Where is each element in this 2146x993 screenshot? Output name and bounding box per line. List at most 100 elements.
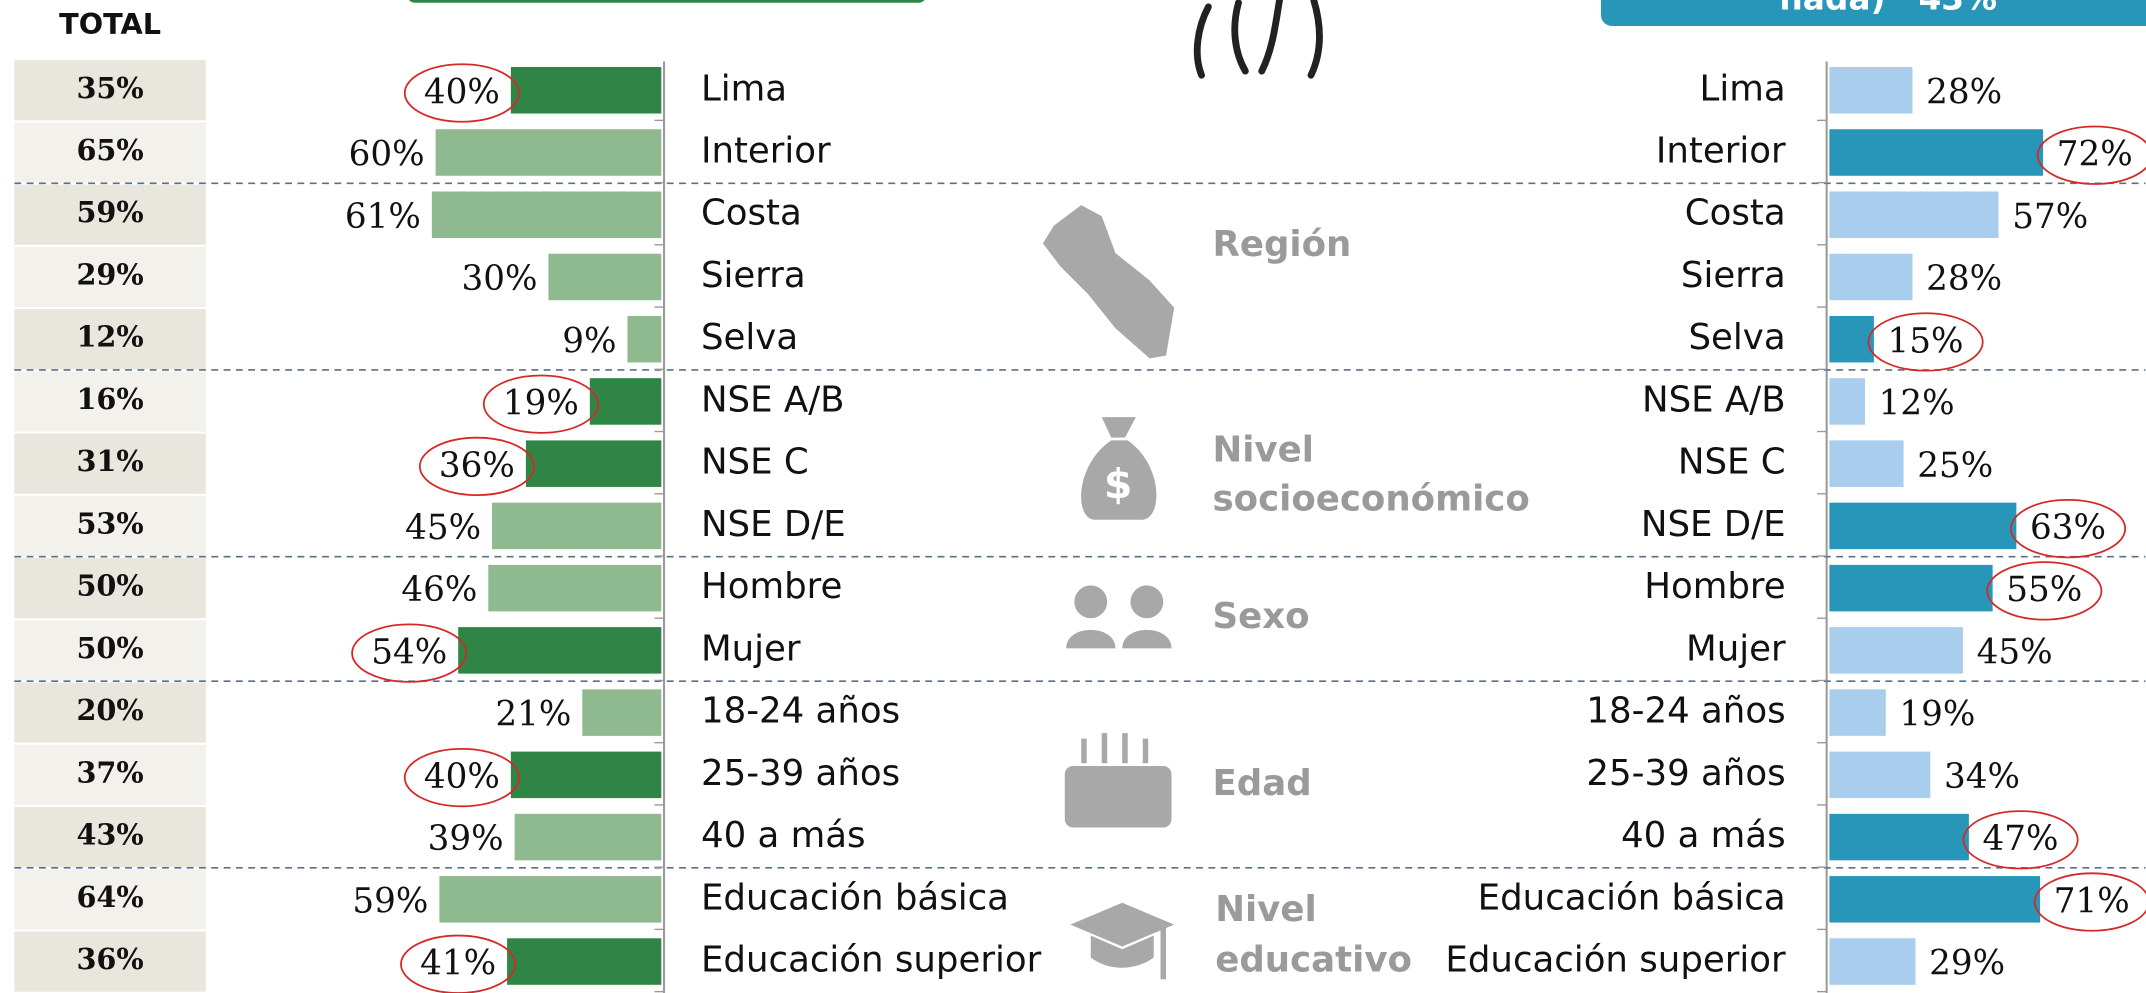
value-label: 15% [1888, 321, 1964, 361]
category-label: 40 a más [1621, 815, 1786, 856]
highlight-circle [2010, 499, 2127, 559]
category-label: NSE C [1678, 442, 1786, 483]
value-label: 19% [1899, 695, 1975, 735]
bar [1829, 129, 2044, 176]
bar [492, 502, 662, 550]
category-label: Educación superior [701, 940, 1042, 981]
total-value: 53% [76, 506, 143, 540]
total-value: 29% [76, 257, 143, 291]
bar [1829, 191, 1999, 238]
bar [507, 938, 662, 985]
value-label: 54% [371, 632, 447, 672]
highlight-circle [1986, 561, 2103, 621]
category-label: NSE D/E [701, 504, 846, 545]
highlight-circle [351, 623, 468, 683]
highlight-circle [1867, 312, 1984, 372]
cake-icon [1064, 733, 1172, 828]
bar [488, 564, 662, 612]
total-value: 64% [76, 880, 143, 914]
top-left-banner [408, 0, 925, 3]
group-label: Sexo [1213, 596, 1310, 637]
people-icon [1066, 585, 1172, 649]
total-value: 50% [76, 631, 143, 665]
bar [582, 689, 662, 736]
category-label: Hombre [1644, 566, 1785, 607]
category-label: Selva [701, 317, 798, 358]
bar [458, 627, 662, 674]
value-label: 55% [2006, 570, 2082, 610]
total-header: TOTAL [59, 7, 161, 41]
group-label: Edad [1213, 763, 1312, 804]
total-cell [14, 495, 206, 556]
bar [525, 440, 662, 487]
cap-icon [1070, 902, 1175, 980]
category-label: 40 a más [701, 815, 866, 856]
value-label: 45% [405, 508, 481, 548]
bar [435, 129, 662, 176]
value-label: 21% [495, 695, 571, 735]
value-label: 28% [1926, 72, 2002, 112]
svg-text:$: $ [1104, 460, 1133, 508]
top-right-banner [1600, 0, 2146, 26]
category-label: 25-39 años [701, 753, 900, 794]
total-value: 50% [76, 569, 143, 603]
value-label: 9% [562, 321, 616, 361]
bar [439, 876, 662, 923]
bar [1829, 67, 1913, 114]
total-value: 37% [76, 755, 143, 789]
value-label: 41% [420, 944, 496, 984]
total-cell [14, 682, 206, 743]
total-value: 65% [76, 133, 143, 167]
bar [589, 378, 662, 425]
category-label: NSE C [701, 442, 809, 483]
category-label: 18-24 años [701, 691, 900, 732]
value-label: 36% [439, 446, 515, 486]
category-label: Interior [701, 131, 831, 172]
bar [510, 67, 662, 114]
bar [431, 191, 662, 238]
value-label: 40% [424, 72, 500, 112]
total-cell [14, 744, 206, 805]
category-label: Costa [1685, 193, 1786, 234]
group-label: Nivel [1215, 889, 1316, 930]
total-value: 12% [76, 320, 143, 354]
value-label: 46% [401, 570, 477, 610]
total-value: 31% [76, 444, 143, 478]
top-icon [1193, 0, 1323, 79]
bar [1829, 315, 1874, 363]
bar [1829, 502, 2017, 550]
category-label: 25-39 años [1586, 753, 1785, 794]
value-label: 29% [1929, 944, 2005, 984]
bar [1829, 378, 1865, 425]
money-icon: $ [1081, 417, 1157, 520]
total-cell [14, 931, 206, 992]
total-value: 43% [76, 818, 143, 852]
total-cell [14, 309, 206, 370]
group-label: Región [1213, 224, 1352, 265]
bar [1829, 689, 1886, 736]
value-label: 28% [1926, 259, 2002, 299]
value-label: 63% [2030, 508, 2106, 548]
category-label: Mujer [1686, 628, 1786, 669]
bar [627, 315, 662, 363]
total-cell [14, 806, 206, 868]
category-label: Educación básica [701, 877, 1009, 918]
bar [1829, 564, 1993, 612]
total-value: 35% [76, 71, 143, 105]
category-label: NSE A/B [1642, 379, 1786, 420]
value-label: 60% [349, 135, 425, 175]
total-value: 59% [76, 195, 143, 229]
value-label: 61% [345, 197, 421, 237]
bar [1829, 813, 1969, 861]
value-label: 34% [1944, 757, 2020, 797]
highlight-circle [1962, 810, 2079, 870]
peru-icon [1042, 205, 1175, 359]
value-label: 19% [503, 384, 579, 424]
bar [510, 751, 662, 799]
category-label: Selva [1688, 317, 1785, 358]
bar [1829, 751, 1931, 799]
value-label: 57% [2012, 197, 2088, 237]
total-cell [14, 60, 206, 121]
bar [1829, 938, 1916, 985]
